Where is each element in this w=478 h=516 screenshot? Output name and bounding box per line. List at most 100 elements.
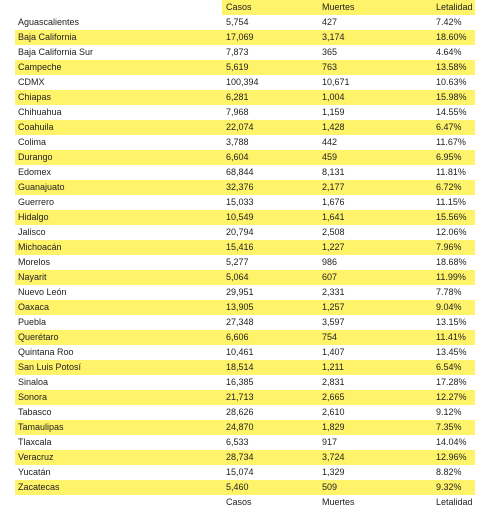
table-cell: Zacatecas	[18, 482, 60, 492]
table-cell: 459	[322, 152, 338, 162]
table-cell: 5,277	[226, 257, 249, 267]
table-cell: 1,676	[322, 197, 345, 207]
table-cell: 754	[322, 332, 338, 342]
table-cell: 6.95%	[436, 152, 462, 162]
table-cell: 6,604	[226, 152, 249, 162]
table-cell: 18.60%	[436, 32, 467, 42]
table-cell: 8,131	[322, 167, 345, 177]
table-cell: 15.98%	[436, 92, 467, 102]
table-row: Tlaxcala 6,533 917 14.04%	[15, 435, 475, 450]
table-cell: 763	[322, 62, 338, 72]
table-cell: 3,788	[226, 137, 249, 147]
table-cell: 442	[322, 137, 338, 147]
table-row: Sonora 21,713 2,665 12.27%	[15, 390, 475, 405]
table-cell: 6,281	[226, 92, 249, 102]
table-row: Puebla 27,348 3,597 13.15%	[15, 315, 475, 330]
table-cell: 12.06%	[436, 227, 467, 237]
table-cell: Tabasco	[18, 407, 52, 417]
table-cell: 13.45%	[436, 347, 467, 357]
table-cell: Letalidad	[436, 2, 473, 12]
table-row: Querétaro 6,606 754 11.41%	[15, 330, 475, 345]
table-cell: 22,074	[226, 122, 254, 132]
table-row: Morelos 5,277 986 18.68%	[15, 255, 475, 270]
table-cell: Jalisco	[18, 227, 46, 237]
table-cell: 1,329	[322, 467, 345, 477]
table-cell: 6,533	[226, 437, 249, 447]
table-cell: Quintana Roo	[18, 347, 74, 357]
table-cell: 6,606	[226, 332, 249, 342]
table-cell: 11.81%	[436, 167, 466, 177]
table-cell: 6.72%	[436, 182, 462, 192]
table-row: Zacatecas 5,460 509 9.32%	[15, 480, 475, 495]
table-cell: 5,754	[226, 17, 249, 27]
table-cell: 986	[322, 257, 338, 267]
table-cell: 11.99%	[436, 272, 466, 282]
table-cell: Muertes	[322, 497, 355, 507]
table-cell: Chihuahua	[18, 107, 62, 117]
table-cell: Veracruz	[18, 452, 54, 462]
table-cell: 2,331	[322, 287, 345, 297]
header-background	[222, 0, 475, 15]
table-cell: 509	[322, 482, 338, 492]
table-cell: 13.15%	[436, 317, 467, 327]
table-cell: Oaxaca	[18, 302, 50, 312]
table-cell: 9.04%	[436, 302, 462, 312]
table-cell: 1,641	[322, 212, 345, 222]
footer-row: Casos Muertes Letalidad	[15, 495, 475, 510]
table-row: Durango 6,604 459 6.95%	[15, 150, 475, 165]
table-cell: 1,159	[322, 107, 345, 117]
table-cell: 1,407	[322, 347, 345, 357]
table-cell: 4.64%	[436, 47, 462, 57]
table-cell: Edomex	[18, 167, 52, 177]
table-cell: Baja California Sur	[18, 47, 94, 57]
table-row: Tamaulipas 24,870 1,829 7.35%	[15, 420, 475, 435]
table-cell: 11.67%	[436, 137, 466, 147]
table-cell: 32,376	[226, 182, 254, 192]
table-cell: 13.58%	[436, 62, 467, 72]
table-cell: 9.12%	[436, 407, 462, 417]
table-row: Campeche 5,619 763 13.58%	[15, 60, 475, 75]
table-row: Hidalgo 10,549 1,641 15.56%	[15, 210, 475, 225]
table-cell: 3,724	[322, 452, 345, 462]
table-cell: 6.54%	[436, 362, 462, 372]
table-cell: 7.96%	[436, 242, 462, 252]
table-cell: 8.82%	[436, 467, 462, 477]
table-cell: Puebla	[18, 317, 47, 327]
table-cell: 7.78%	[436, 287, 462, 297]
table-row: Edomex 68,844 8,131 11.81%	[15, 165, 475, 180]
table-cell: Morelos	[18, 257, 51, 267]
table-cell: 15,074	[226, 467, 254, 477]
table-cell: Yucatán	[18, 467, 51, 477]
table-cell: 11.41%	[436, 332, 466, 342]
table-cell: 10,549	[226, 212, 254, 222]
table-cell: Letalidad	[436, 497, 473, 507]
table-row: Tabasco 28,626 2,610 9.12%	[15, 405, 475, 420]
table-cell: 7.42%	[436, 17, 462, 27]
table-cell: 29,951	[226, 287, 254, 297]
table-cell: 427	[322, 17, 338, 27]
table-cell: Baja California	[18, 32, 77, 42]
table-row: Nayarit 5,064 607 11.99%	[15, 270, 475, 285]
table-cell: 14.55%	[436, 107, 467, 117]
table-cell: 7.35%	[436, 422, 462, 432]
table-cell: 2,177	[322, 182, 345, 192]
table-cell: 100,394	[226, 77, 259, 87]
table-row: Guerrero 15,033 1,676 11.15%	[15, 195, 475, 210]
table-cell: 18,514	[226, 362, 254, 372]
table-cell: 9.32%	[436, 482, 462, 492]
table-row: Baja California Sur 7,873 365 4.64%	[15, 45, 475, 60]
table-cell: 2,508	[322, 227, 345, 237]
table-cell: Durango	[18, 152, 53, 162]
table-cell: 17.28%	[436, 377, 467, 387]
table-cell: 28,626	[226, 407, 254, 417]
table-cell: Campeche	[18, 62, 62, 72]
table-cell: 18.68%	[436, 257, 467, 267]
table-row: Jalisco 20,794 2,508 12.06%	[15, 225, 475, 240]
table-cell: 17,069	[226, 32, 254, 42]
table-cell: 2,665	[322, 392, 345, 402]
table-cell: 5,064	[226, 272, 249, 282]
table-cell: 7,968	[226, 107, 249, 117]
table-cell: 16,385	[226, 377, 254, 387]
table-cell: Guanajuato	[18, 182, 65, 192]
